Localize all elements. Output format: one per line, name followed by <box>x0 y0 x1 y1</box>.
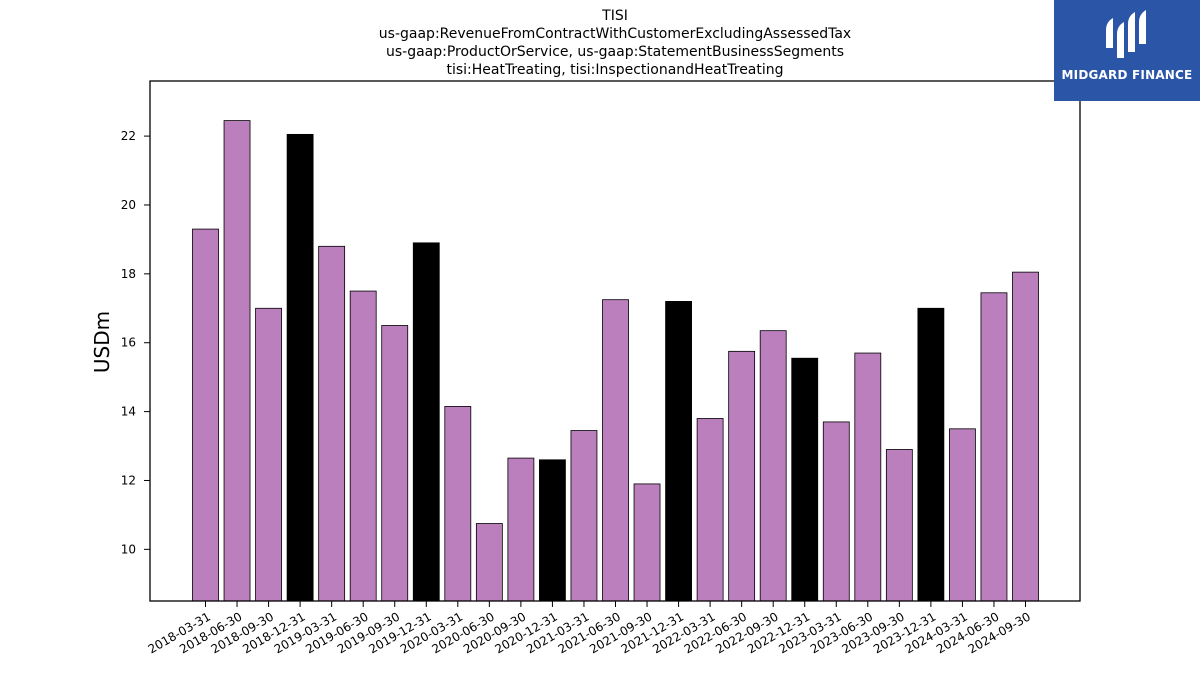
bar-2023-12-31 <box>917 307 945 602</box>
chart-subtitle-line-3: tisi:HeatTreating, tisi:InspectionandHea… <box>446 62 784 78</box>
bar-2023-06-30 <box>854 352 882 602</box>
logo-text: MIDGARD FINANCE <box>1061 68 1193 82</box>
bar-2022-03-31 <box>696 418 724 602</box>
bar-2024-09-30 <box>1012 271 1039 602</box>
bar-2018-06-30 <box>223 120 251 602</box>
bar-2024-03-31 <box>949 428 976 602</box>
midgard-logo-icon <box>1106 10 1146 58</box>
bar-2020-09-30 <box>507 457 535 602</box>
y-tick-label: 20 <box>121 198 136 212</box>
bar-2024-06-30 <box>980 292 1008 602</box>
y-tick-label: 16 <box>121 336 136 350</box>
bar-2021-12-31 <box>665 300 692 602</box>
bar-2020-12-31 <box>539 459 566 602</box>
y-tick-label: 12 <box>121 473 136 487</box>
bar-2019-03-31 <box>318 245 346 602</box>
bar-2022-06-30 <box>728 350 756 602</box>
bar-2021-03-31 <box>570 430 598 602</box>
x-axis: 2018-03-312018-06-302018-09-302018-12-31… <box>146 601 1033 656</box>
chart-subtitle-line-2: us-gaap:ProductOrService, us-gaap:Statem… <box>385 44 844 60</box>
bar-2023-03-31 <box>822 421 850 602</box>
bar-2019-12-31 <box>412 242 440 602</box>
bar-2019-06-30 <box>349 290 377 602</box>
chart-title: TISI <box>602 8 628 24</box>
bars-group <box>192 120 1039 602</box>
y-tick-label: 22 <box>121 129 136 143</box>
bar-2020-03-31 <box>444 406 472 602</box>
chart-title-block: TISI us-gaap:RevenueFromContractWithCust… <box>150 7 1080 79</box>
bar-2021-06-30 <box>602 299 629 602</box>
bar-2018-12-31 <box>286 133 314 602</box>
bar-2021-09-30 <box>633 483 661 602</box>
bar-2019-09-30 <box>381 325 409 602</box>
bar-2023-09-30 <box>885 449 913 602</box>
bar-2022-12-31 <box>791 357 819 602</box>
chart-subtitle-line-1: us-gaap:RevenueFromContractWithCustomerE… <box>378 26 852 42</box>
y-axis: 10 12 14 16 18 20 22 <box>121 129 150 556</box>
bar-2020-06-30 <box>475 523 503 602</box>
y-tick-label: 14 <box>121 405 136 419</box>
midgard-finance-logo: MIDGARD FINANCE <box>1054 0 1200 101</box>
bar-2018-09-30 <box>255 307 282 602</box>
y-axis-label: USDm <box>90 311 114 373</box>
y-tick-label: 10 <box>121 542 136 556</box>
bar-2018-03-31 <box>192 228 219 602</box>
y-tick-label: 18 <box>121 267 136 281</box>
bar-2022-09-30 <box>759 330 787 602</box>
